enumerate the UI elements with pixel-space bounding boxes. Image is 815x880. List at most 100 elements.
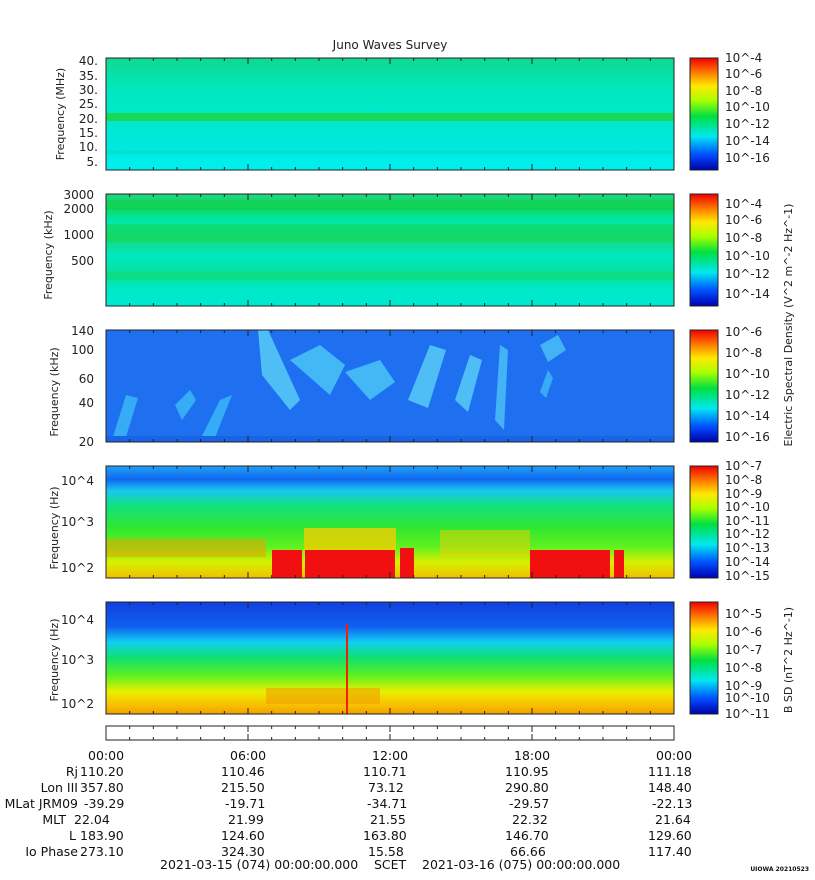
cbar-2-tick: 10^-10 <box>725 249 770 263</box>
panel-2-spectrogram <box>106 194 674 306</box>
ephem-cell: 111.18 <box>648 764 692 779</box>
cbar-4-tick: 10^-10 <box>725 500 770 514</box>
ephem-cell: 129.60 <box>648 828 692 843</box>
ephem-cell: 148.40 <box>648 780 692 795</box>
ephem-cell: -29.57 <box>509 796 550 811</box>
p1-ytick: 25. <box>79 97 98 111</box>
ephem-row-label: MLT <box>42 812 66 827</box>
cbar-4-tick: 10^-7 <box>725 459 762 473</box>
ephem-cell: 117.40 <box>648 844 692 859</box>
ephem-cell: 124.60 <box>221 828 265 843</box>
ephem-cell: 66.66 <box>510 844 546 859</box>
p1-ytick: 30. <box>79 83 98 97</box>
p5-ytick: 10^3 <box>61 653 94 667</box>
panel-4-emissions <box>106 528 624 578</box>
ephem-col-4: 00:00 <box>656 748 693 763</box>
panel-5: 10^4 10^3 10^2 Frequency (Hz) <box>48 601 719 715</box>
colorbar-label-electric: Electric Spectral Density (V^2 m^-2 Hz^-… <box>782 204 795 447</box>
ephem-cell: 110.71 <box>363 764 407 779</box>
p2-ytick: 1000 <box>63 228 94 242</box>
p3-ytick: 140 <box>71 324 94 338</box>
panel-4-ylabel: Frequency (Hz) <box>48 487 61 570</box>
panel-2-yticks: 3000 2000 1000 500 <box>63 188 94 268</box>
panel-3-ylabel: Frequency (kHz) <box>48 347 61 436</box>
cbar-1-tick: 10^-16 <box>725 151 770 165</box>
ephem-cell: 15.58 <box>368 844 404 859</box>
cbar-1-tick: 10^-6 <box>725 67 762 81</box>
cbar-3-tick: 10^-14 <box>725 409 770 423</box>
ephem-cell: -19.71 <box>225 796 266 811</box>
cbar-4-tick: 10^-9 <box>725 487 762 501</box>
cbar-3-tick: 10^-8 <box>725 346 762 360</box>
cbar-1-tick: 10^-14 <box>725 134 770 148</box>
cbar-4-tick: 10^-8 <box>725 473 762 487</box>
ephem-cell: -22.13 <box>652 796 693 811</box>
panel-3-spectrogram <box>106 330 674 442</box>
cbar-5-tick: 10^-6 <box>725 625 762 639</box>
panel-3: 140 100 60 40 20 Frequency (kHz) <box>48 324 719 449</box>
ephem-row-label: MLat JRM09 <box>4 796 78 811</box>
cbar-2-tick: 10^-4 <box>725 197 762 211</box>
panel-4-colorbar <box>689 465 719 579</box>
cbar-5-tick: 10^-9 <box>725 679 762 693</box>
panel-2-band <box>106 272 674 280</box>
ephem-row-label: Lon III <box>40 780 78 795</box>
credit: UIOWA 20210523 <box>750 866 809 873</box>
cbar-5-tick: 10^-10 <box>725 691 770 705</box>
ephem-cell: -39.29 <box>84 796 125 811</box>
ephem-cell: 163.80 <box>363 828 407 843</box>
p4-ytick: 10^4 <box>61 474 94 488</box>
panel-3-yticks: 140 100 60 40 20 <box>71 324 94 449</box>
p5-ytick: 10^2 <box>61 697 94 711</box>
ephem-cell: 22.32 <box>512 812 548 827</box>
cbar-3-tick: 10^-12 <box>725 388 770 402</box>
panel-5-yticks: 10^4 10^3 10^2 <box>61 613 94 711</box>
cbar-2-tick: 10^-8 <box>725 231 762 245</box>
ephem-cell: 21.64 <box>655 812 691 827</box>
panel-2-ylabel: Frequency (kHz) <box>42 210 55 299</box>
ephem-row-label: Rj <box>65 764 78 779</box>
cbar-3-tick: 10^-16 <box>725 430 770 444</box>
cbar-2-tick: 10^-12 <box>725 267 770 281</box>
cbar-1-tick: 10^-8 <box>725 84 762 98</box>
cbar-1-tick: 10^-10 <box>725 100 770 114</box>
p5-ytick: 10^4 <box>61 613 94 627</box>
panel-1-yticks: 40. 35. 30. 25. 20. 15. 10. 5. <box>79 54 98 169</box>
ephem-col-2: 12:00 <box>372 748 409 763</box>
cbar-4-tick: 10^-11 <box>725 514 770 528</box>
panel-1-band <box>106 113 674 121</box>
cbar-5-tick: 10^-11 <box>725 707 770 721</box>
panel-5-colorbar <box>689 601 719 715</box>
p4-ytick: 10^3 <box>61 515 94 529</box>
panel-2-colorbar <box>689 193 719 307</box>
p1-ytick: 10. <box>79 140 98 154</box>
panel-4-yticks: 10^4 10^3 10^2 <box>61 474 94 575</box>
cbar-4-tick: 10^-14 <box>725 555 770 569</box>
p2-ytick: 2000 <box>63 202 94 216</box>
ephem-row-label: L <box>69 828 76 843</box>
ephem-cell: 110.46 <box>221 764 265 779</box>
panel-2: 3000 2000 1000 500 Frequency (kHz) <box>42 188 719 307</box>
panel-2-band <box>106 224 674 242</box>
ephem-cell: 146.70 <box>505 828 549 843</box>
p3-ytick: 40 <box>79 396 94 410</box>
p1-ytick: 40. <box>79 54 98 68</box>
ephem-cell: -34.71 <box>367 796 408 811</box>
panel-4: 10^4 10^3 10^2 Frequency (Hz) <box>48 465 719 579</box>
ephem-cell: 73.12 <box>368 780 404 795</box>
ephem-cell: 215.50 <box>221 780 265 795</box>
p2-ytick: 3000 <box>63 188 94 202</box>
panel-5-spectrogram <box>106 602 674 714</box>
ephem-col-3: 18:00 <box>514 748 551 763</box>
ephem-cell: 110.20 <box>80 764 124 779</box>
cbar-4-tick: 10^-15 <box>725 569 770 583</box>
cbar-5-tick: 10^-8 <box>725 661 762 675</box>
ephem-cell: 110.95 <box>505 764 549 779</box>
cbar-5-tick: 10^-7 <box>725 643 762 657</box>
p2-ytick: 500 <box>71 254 94 268</box>
ephem-row-label: Io Phase <box>25 844 78 859</box>
ephem-cell: 273.10 <box>80 844 124 859</box>
panel-2-band <box>106 200 674 210</box>
ephem-cell: 22.04 <box>74 812 110 827</box>
ephem-cell: 357.80 <box>80 780 124 795</box>
